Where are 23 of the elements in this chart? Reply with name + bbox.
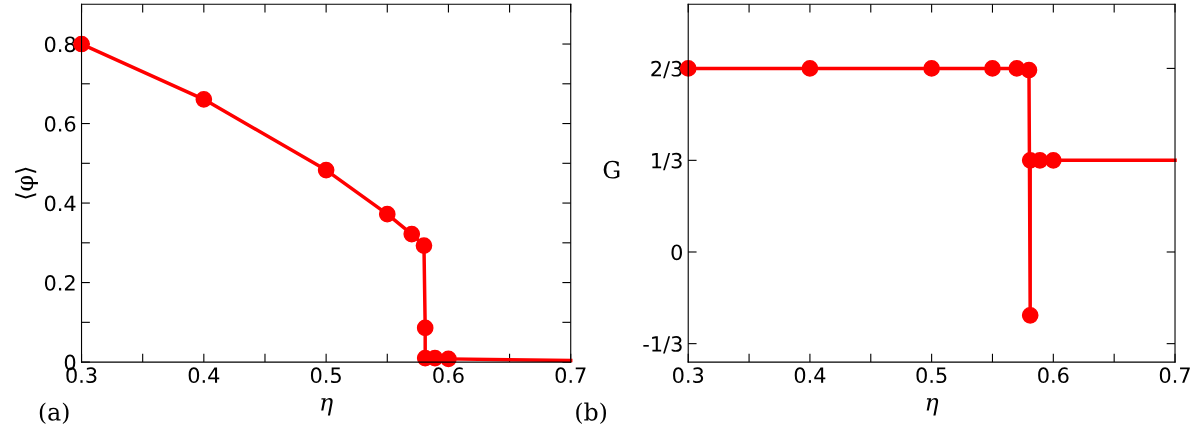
y-tick-label: 1/3 [652, 152, 682, 171]
x-tick-label: 0.4 [794, 367, 826, 384]
y-tick-label: 0.8 [44, 36, 76, 53]
y-axis-title: G [603, 160, 620, 179]
y-tick-label: 0 [671, 244, 682, 261]
y-tick-label: 0.6 [44, 116, 76, 132]
y-tick-label: -1/3 [643, 336, 682, 354]
x-tick-label: 0.4 [188, 367, 220, 384]
text: (a) [39, 402, 69, 425]
x-axis-title: η [321, 398, 333, 416]
x-tick-label: 0.3 [673, 367, 704, 384]
y-tick-label: 2/3 [651, 60, 682, 79]
x-tick-label: 0.5 [916, 367, 947, 384]
x-tick-label: 0.5 [310, 367, 341, 384]
y-tick-label: 0.2 [44, 275, 75, 291]
x-tick-label: 0.7 [1159, 367, 1190, 384]
y-axis-title: ⟨φ⟩ [15, 167, 38, 199]
y-tick-label: 0.4 [44, 195, 76, 212]
text: (b) [576, 402, 607, 425]
x-tick-label: 0.6 [433, 367, 464, 384]
x-axis-title: η [926, 398, 939, 416]
x-tick-label: 0.6 [1038, 367, 1069, 384]
x-tick-label: 0.7 [555, 367, 586, 384]
